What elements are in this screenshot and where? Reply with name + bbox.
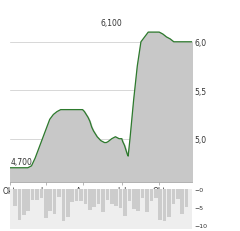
- Bar: [92, 189, 96, 207]
- Bar: [150, 189, 153, 201]
- Bar: [154, 189, 158, 198]
- Bar: [141, 189, 144, 198]
- Bar: [180, 189, 184, 214]
- Bar: [114, 189, 118, 206]
- Bar: [18, 189, 21, 220]
- Bar: [31, 189, 35, 201]
- Bar: [26, 189, 30, 212]
- Bar: [57, 189, 61, 197]
- Bar: [53, 189, 56, 214]
- Bar: [119, 189, 122, 208]
- Bar: [132, 189, 136, 210]
- Bar: [123, 189, 127, 216]
- Text: 4,700: 4,700: [11, 157, 32, 166]
- Bar: [79, 189, 83, 201]
- Bar: [136, 189, 140, 211]
- Bar: [88, 189, 92, 210]
- Bar: [84, 189, 87, 204]
- Bar: [66, 189, 70, 217]
- Bar: [48, 189, 52, 212]
- Bar: [62, 189, 65, 221]
- Bar: [13, 189, 17, 206]
- Bar: [40, 189, 43, 198]
- Bar: [158, 189, 162, 220]
- Bar: [97, 189, 100, 204]
- Bar: [172, 189, 175, 204]
- Bar: [22, 189, 26, 215]
- Text: 6,100: 6,100: [101, 19, 123, 28]
- Bar: [145, 189, 149, 212]
- Bar: [110, 189, 114, 204]
- Bar: [106, 189, 109, 200]
- Bar: [75, 189, 78, 201]
- Bar: [176, 189, 180, 199]
- Bar: [44, 189, 48, 218]
- Bar: [167, 189, 171, 217]
- Bar: [163, 189, 166, 221]
- Bar: [35, 189, 39, 201]
- Bar: [101, 189, 105, 212]
- Bar: [127, 189, 131, 202]
- Bar: [185, 189, 188, 208]
- Bar: [70, 189, 74, 202]
